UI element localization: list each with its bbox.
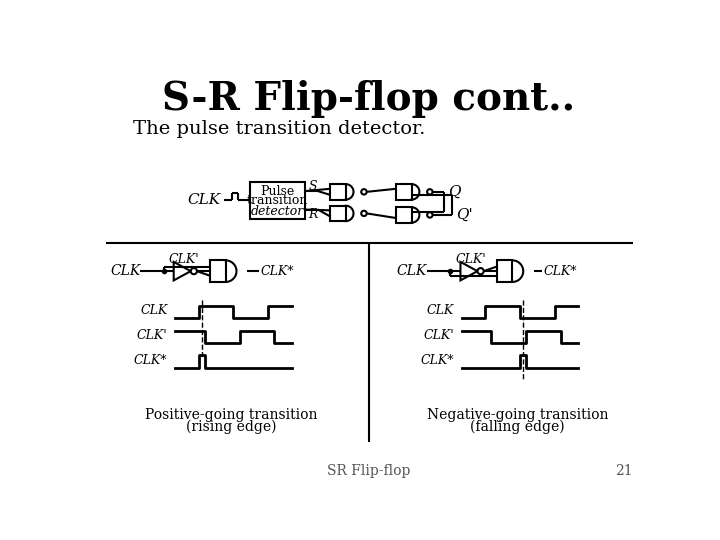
Text: Q': Q' <box>456 208 472 222</box>
Text: (falling edge): (falling edge) <box>470 420 565 434</box>
Circle shape <box>477 268 484 274</box>
Text: CLK: CLK <box>427 305 454 318</box>
Bar <box>497 260 513 282</box>
Text: Q: Q <box>448 185 461 199</box>
Text: Positive-going transition: Positive-going transition <box>145 408 318 422</box>
Text: CLK*: CLK* <box>261 265 294 278</box>
Text: CLK': CLK' <box>455 253 486 266</box>
Circle shape <box>361 189 366 194</box>
Text: SR Flip-flop: SR Flip-flop <box>328 463 410 477</box>
Bar <box>210 260 225 282</box>
Text: (rising edge): (rising edge) <box>186 420 276 434</box>
Text: The pulse transition detector.: The pulse transition detector. <box>132 120 425 138</box>
Bar <box>330 206 346 221</box>
Text: Pulse: Pulse <box>261 185 294 198</box>
Text: S: S <box>309 180 318 193</box>
Circle shape <box>361 211 366 216</box>
Text: CLK': CLK' <box>423 329 454 342</box>
Circle shape <box>427 212 433 218</box>
Bar <box>330 184 346 200</box>
Text: CLK*: CLK* <box>134 354 168 367</box>
Circle shape <box>427 189 433 194</box>
Text: CLK: CLK <box>187 193 220 206</box>
Text: CLK*: CLK* <box>544 265 577 278</box>
Circle shape <box>191 268 197 274</box>
Text: 21: 21 <box>615 463 632 477</box>
Bar <box>396 207 412 222</box>
Text: Negative-going transition: Negative-going transition <box>427 408 608 422</box>
Bar <box>396 184 412 200</box>
Text: CLK': CLK' <box>168 253 199 266</box>
Text: CLK: CLK <box>397 264 427 278</box>
Text: CLK: CLK <box>110 264 140 278</box>
Text: detector: detector <box>251 205 304 218</box>
Text: transition: transition <box>247 194 308 207</box>
Text: S-R Flip-flop cont..: S-R Flip-flop cont.. <box>163 80 575 118</box>
Text: CLK: CLK <box>140 305 168 318</box>
Bar <box>250 182 305 219</box>
Text: CLK*: CLK* <box>420 354 454 367</box>
Text: CLK': CLK' <box>137 329 168 342</box>
Text: R: R <box>309 208 318 221</box>
